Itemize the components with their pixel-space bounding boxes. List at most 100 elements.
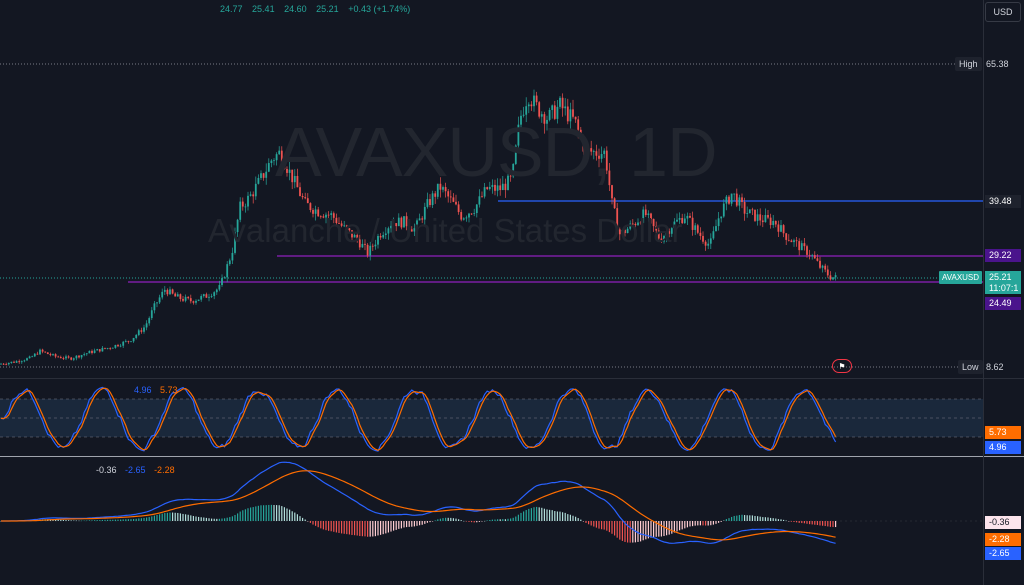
candle-body bbox=[400, 217, 403, 228]
candle-body bbox=[455, 201, 457, 205]
candle-body bbox=[88, 350, 91, 354]
candle-body bbox=[574, 116, 577, 120]
candle-body bbox=[244, 206, 247, 208]
us-flag-icon[interactable]: ⚑ bbox=[832, 359, 852, 373]
macd-histogram-bar bbox=[213, 518, 215, 521]
candle-body bbox=[405, 216, 408, 227]
high-value-label: 65.38 bbox=[986, 59, 1009, 69]
macd-histogram-bar bbox=[104, 519, 106, 521]
candle-body bbox=[756, 214, 759, 221]
candle-body bbox=[247, 195, 249, 207]
candle-body bbox=[117, 344, 119, 347]
candle-body bbox=[800, 243, 803, 251]
candle-body bbox=[592, 151, 595, 153]
macd-histogram-bar bbox=[387, 521, 389, 533]
macd-histogram-bar bbox=[140, 518, 142, 521]
candle-body bbox=[371, 245, 374, 247]
macd-hist-legend: -0.36 bbox=[96, 465, 117, 475]
macd-histogram-bar bbox=[364, 521, 366, 537]
macd-histogram-bar bbox=[382, 521, 384, 535]
macd-histogram-bar bbox=[554, 511, 556, 521]
candle-body bbox=[637, 222, 639, 226]
candle-body bbox=[338, 223, 340, 224]
candle-body bbox=[507, 175, 509, 191]
macd-histogram-bar bbox=[611, 521, 613, 534]
close-value: 25.21 bbox=[316, 4, 339, 14]
macd-histogram-bar bbox=[294, 512, 296, 521]
macd-histogram-bar bbox=[309, 521, 311, 523]
macd-histogram-bar bbox=[510, 518, 512, 521]
candle-body bbox=[629, 223, 632, 229]
candle-body bbox=[569, 109, 572, 122]
candle-body bbox=[46, 352, 49, 355]
candle-body bbox=[174, 293, 177, 297]
candle-body bbox=[813, 255, 816, 259]
candle-body bbox=[808, 254, 811, 256]
macd-histogram-bar bbox=[195, 516, 197, 521]
candle-body bbox=[639, 222, 642, 224]
candle-body bbox=[525, 106, 528, 115]
macd-histogram-bar bbox=[835, 521, 837, 528]
candle-body bbox=[265, 171, 268, 178]
candle-body bbox=[2, 363, 5, 365]
macd-histogram-bar bbox=[528, 508, 530, 521]
macd-histogram-bar bbox=[239, 511, 241, 521]
macd-histogram-bar bbox=[796, 521, 798, 523]
candle-body bbox=[408, 226, 411, 230]
macd-histogram-bar bbox=[83, 520, 85, 522]
candle-body bbox=[171, 289, 174, 294]
candle-body bbox=[665, 231, 668, 236]
macd-histogram-bar bbox=[406, 521, 408, 528]
candle-body bbox=[93, 350, 96, 353]
macd-histogram-bar bbox=[530, 508, 532, 521]
macd-histogram-bar bbox=[715, 521, 717, 524]
candle-body bbox=[325, 214, 327, 218]
macd-histogram-bar bbox=[767, 517, 769, 521]
macd-histogram-bar bbox=[525, 510, 527, 521]
candle-body bbox=[72, 358, 75, 360]
macd-histogram-bar bbox=[486, 520, 488, 521]
candle-body bbox=[283, 163, 286, 170]
macd-histogram-bar bbox=[829, 521, 831, 527]
macd-histogram-bar bbox=[606, 521, 608, 531]
candle-body bbox=[241, 201, 244, 207]
macd-histogram-bar bbox=[338, 521, 340, 533]
macd-histogram-bar bbox=[772, 518, 774, 521]
candle-body bbox=[364, 243, 366, 245]
last-price-label: 25.21 bbox=[989, 272, 1012, 282]
level-39-label: 39.48 bbox=[985, 195, 1021, 208]
candle-body bbox=[512, 163, 515, 177]
candle-body bbox=[564, 106, 567, 109]
candle-body bbox=[293, 175, 296, 183]
macd-histogram-bar bbox=[551, 510, 553, 521]
macd-histogram-bar bbox=[447, 517, 449, 521]
macd-histogram-bar bbox=[112, 519, 114, 521]
macd-histogram-bar bbox=[473, 521, 475, 523]
candle-body bbox=[501, 183, 504, 191]
macd-histogram-bar bbox=[549, 509, 551, 521]
macd-histogram-bar bbox=[312, 521, 314, 525]
candle-body bbox=[54, 354, 57, 357]
candle-body bbox=[462, 218, 465, 220]
candle-body bbox=[709, 238, 712, 244]
candle-body bbox=[140, 330, 143, 332]
candle-body bbox=[218, 285, 221, 290]
candle-body bbox=[548, 109, 551, 120]
macd-histogram-bar bbox=[780, 519, 782, 521]
macd-histogram-bar bbox=[725, 519, 727, 521]
macd-histogram-bar bbox=[299, 516, 301, 521]
candle-body bbox=[119, 345, 122, 347]
macd-histogram-bar bbox=[744, 515, 746, 521]
candle-body bbox=[39, 349, 41, 355]
macd-histogram-bar bbox=[75, 520, 77, 522]
macd-histogram-bar bbox=[564, 512, 566, 521]
macd-histogram-bar bbox=[278, 505, 280, 521]
currency-button[interactable]: USD bbox=[985, 2, 1021, 22]
macd-histogram-bar bbox=[356, 521, 358, 536]
candle-body bbox=[720, 216, 723, 219]
macd-histogram-bar bbox=[263, 505, 265, 521]
candle-body bbox=[683, 218, 686, 224]
candle-body bbox=[161, 291, 164, 298]
macd-histogram-bar bbox=[153, 515, 155, 521]
